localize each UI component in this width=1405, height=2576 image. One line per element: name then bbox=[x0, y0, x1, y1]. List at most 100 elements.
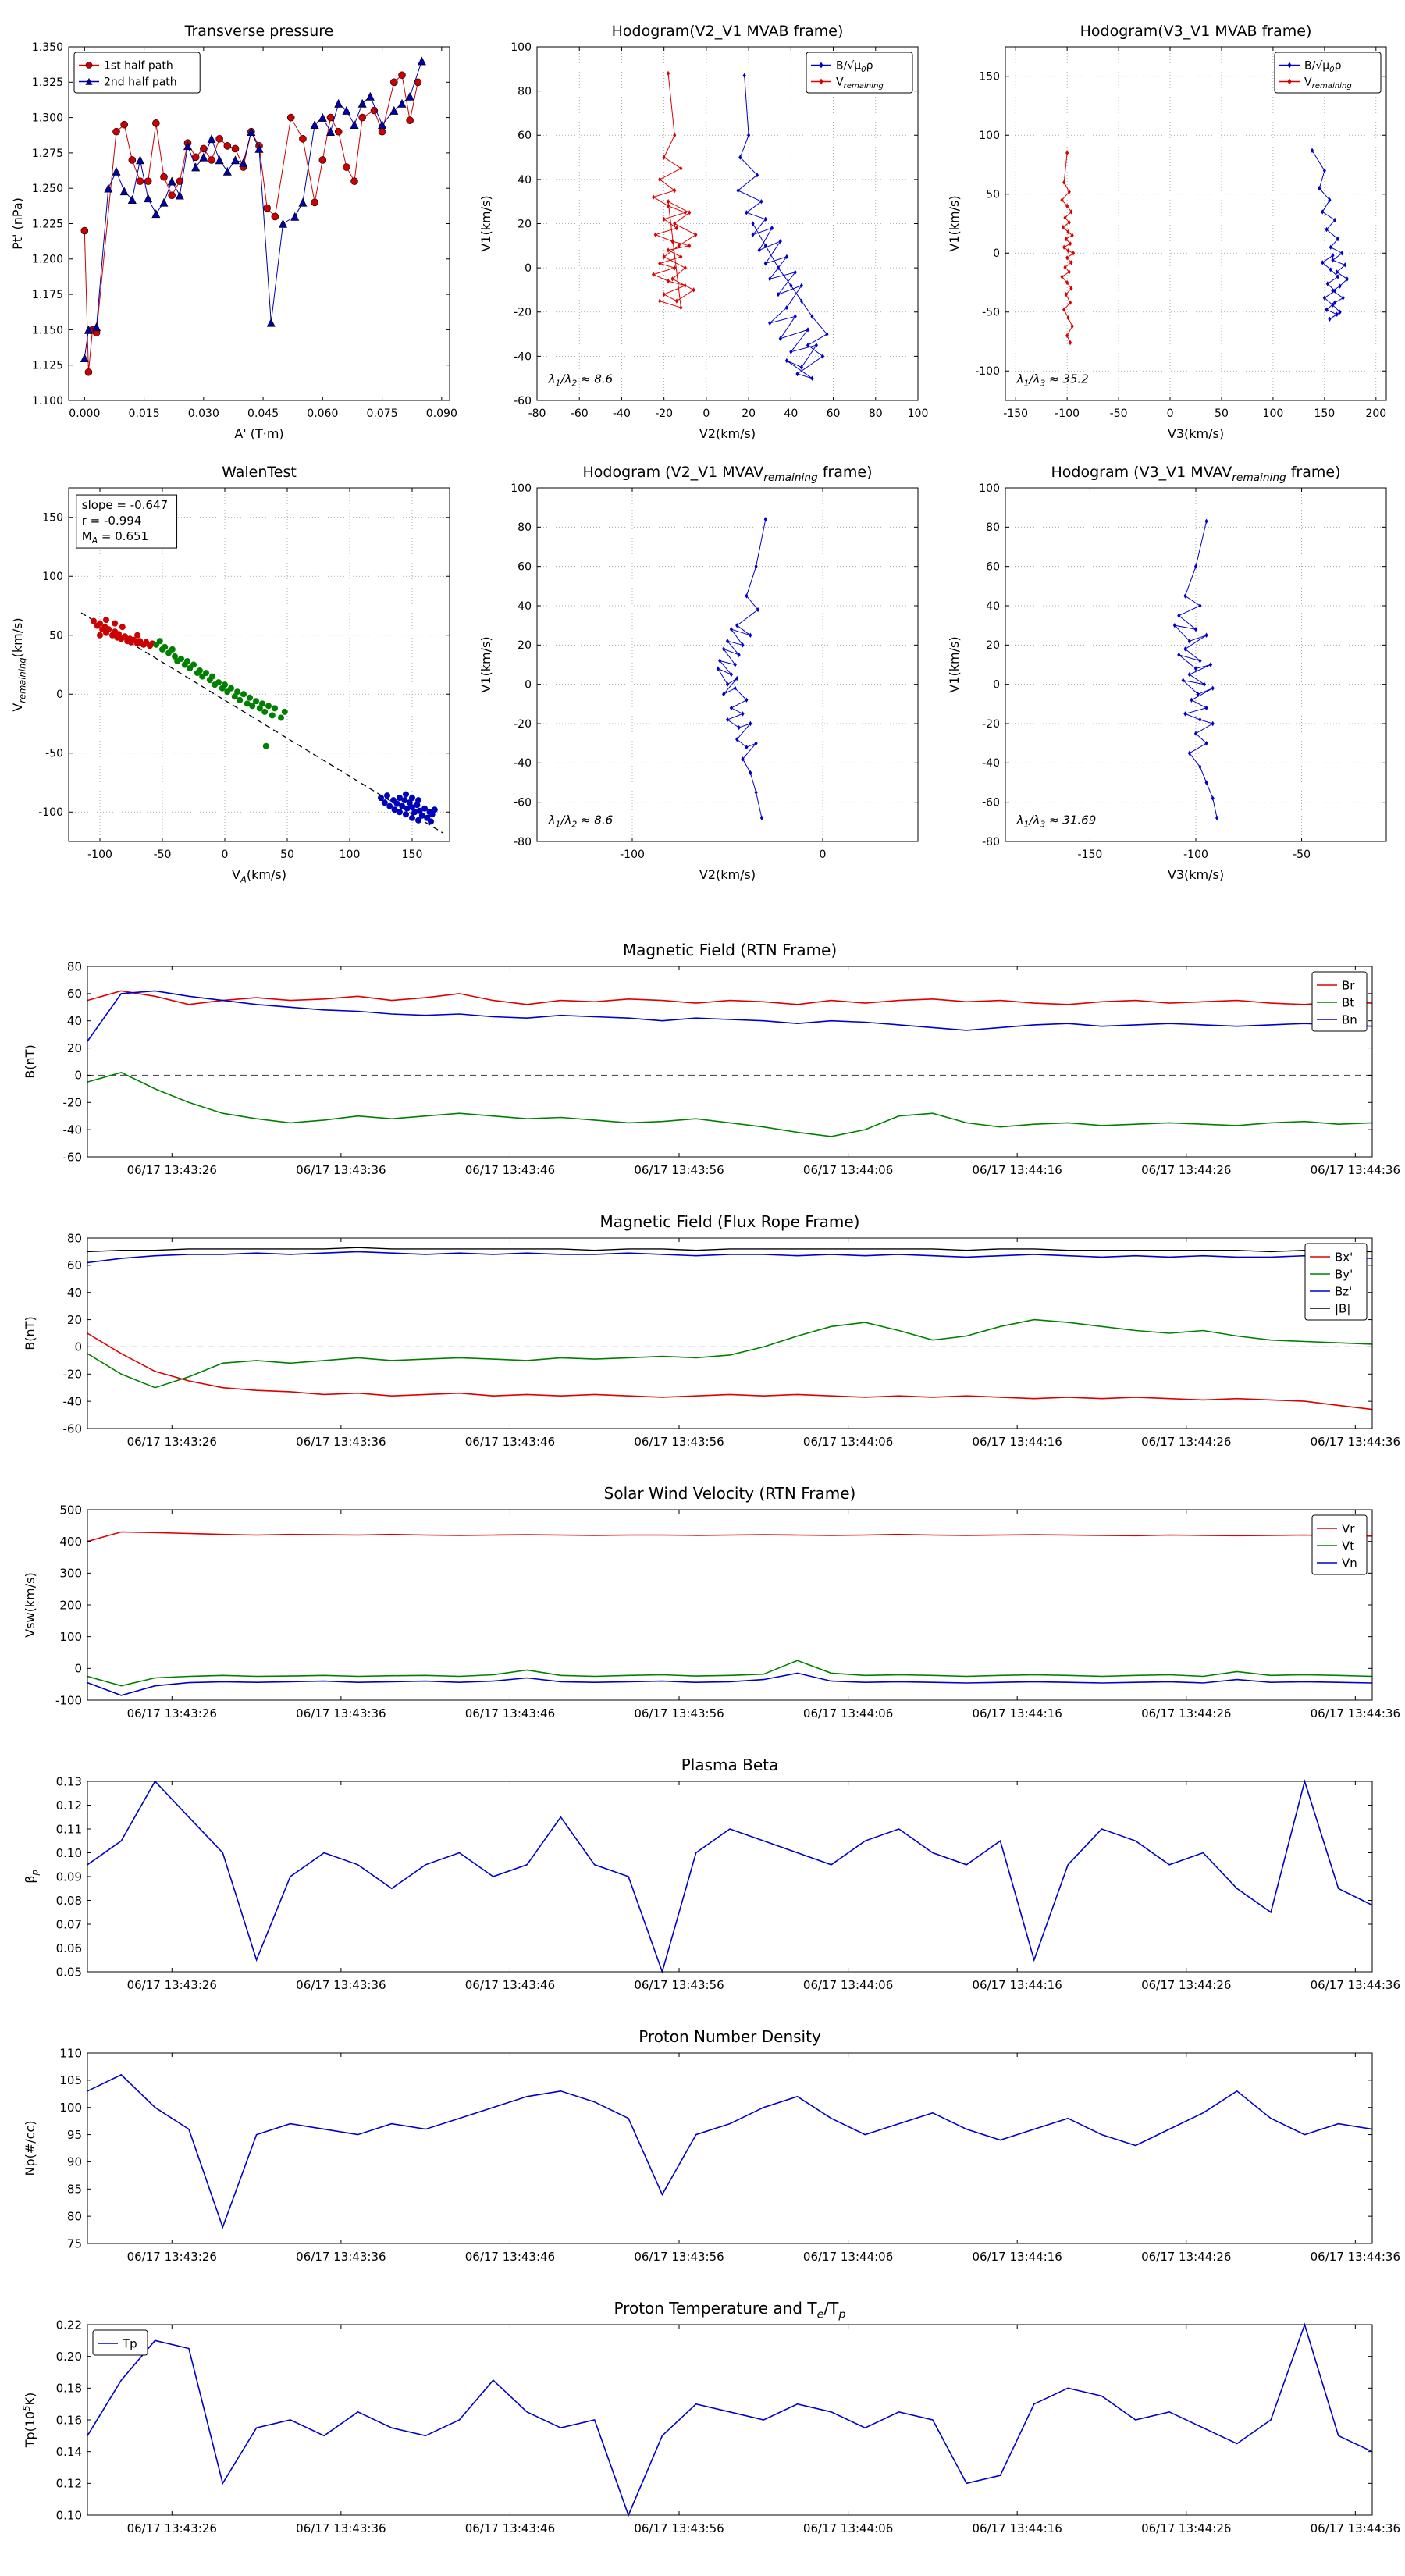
svg-text:06/17 13:43:56: 06/17 13:43:56 bbox=[634, 2521, 724, 2535]
svg-text:100: 100 bbox=[510, 41, 532, 54]
svg-text:Bz': Bz' bbox=[1335, 1284, 1352, 1298]
svg-text:Proton Number Density: Proton Number Density bbox=[638, 2027, 821, 2046]
svg-text:WalenTest: WalenTest bbox=[222, 464, 297, 481]
svg-text:100: 100 bbox=[510, 482, 532, 495]
svg-text:06/17 13:44:06: 06/17 13:44:06 bbox=[803, 1706, 893, 1720]
svg-text:40: 40 bbox=[67, 1286, 82, 1300]
svg-text:By': By' bbox=[1335, 1267, 1353, 1281]
svg-text:Tp(105K): Tp(105K) bbox=[21, 2393, 37, 2449]
svg-text:1.250: 1.250 bbox=[32, 183, 63, 195]
svg-text:λ1/λ3 ≈ 31.69: λ1/λ3 ≈ 31.69 bbox=[1016, 813, 1097, 829]
timeseries-stack: 06/17 13:43:26 06/17 13:43:36 06/17 13:43:… bbox=[0, 932, 1405, 2556]
chart-hodogram-v2v1-mvab: -80 -60 -40 -20 0 20 40 60 80 100 -60 -40 -20 0 20 40 60… bbox=[468, 9, 937, 450]
svg-text:-50: -50 bbox=[982, 307, 1000, 319]
svg-text:100: 100 bbox=[42, 571, 63, 583]
svg-text:06/17 13:43:36: 06/17 13:43:36 bbox=[296, 1978, 386, 1992]
svg-text:150: 150 bbox=[402, 849, 423, 861]
svg-text:20: 20 bbox=[518, 218, 532, 230]
chart-hodogram-v3v1-mvab: -150 -100 -50 0 50 100 150 200 -100 -50 0 50 100 150 H… bbox=[937, 9, 1405, 450]
svg-text:50: 50 bbox=[49, 630, 63, 642]
svg-text:|B|: |B| bbox=[1335, 1301, 1350, 1315]
svg-text:-100: -100 bbox=[38, 806, 63, 819]
svg-text:100: 100 bbox=[908, 407, 929, 420]
chart-hodogram-v2v1-mvav-remaining: -100 0 -80 -60 -40 -20 0 20 40 60 80 100 Hodogram (V… bbox=[468, 450, 937, 891]
svg-text:1.100: 1.100 bbox=[32, 395, 63, 407]
svg-text:06/17 13:43:56: 06/17 13:43:56 bbox=[634, 2250, 724, 2264]
svg-text:300: 300 bbox=[59, 1567, 82, 1581]
svg-text:80: 80 bbox=[869, 407, 883, 420]
svg-text:-60: -60 bbox=[982, 797, 1000, 809]
svg-text:Vt: Vt bbox=[1342, 1539, 1354, 1553]
svg-text:Vremaining(km/s): Vremaining(km/s) bbox=[10, 617, 27, 711]
svg-text:λ1/λ3 ≈ 35.2: λ1/λ3 ≈ 35.2 bbox=[1016, 372, 1089, 388]
svg-text:Vsw(km/s): Vsw(km/s) bbox=[23, 1572, 37, 1637]
chart-walen-test: -100 -50 0 50 100 150 -100 -50 0 50 100 150 WalenTes… bbox=[0, 450, 468, 891]
svg-text:0.045: 0.045 bbox=[247, 407, 279, 420]
svg-text:100: 100 bbox=[979, 130, 1000, 142]
svg-text:-80: -80 bbox=[528, 407, 546, 420]
svg-text:B(nT): B(nT) bbox=[23, 1316, 37, 1350]
svg-text:-40: -40 bbox=[514, 757, 532, 770]
svg-text:06/17 13:44:36: 06/17 13:44:36 bbox=[1311, 1163, 1400, 1177]
svg-text:V1(km/s): V1(km/s) bbox=[947, 636, 962, 692]
chart-magnetic-field-rtn: 06/17 13:43:26 06/17 13:43:36 06/17 13:43:… bbox=[0, 932, 1405, 1197]
svg-text:V2(km/s): V2(km/s) bbox=[699, 426, 756, 441]
svg-text:0.20: 0.20 bbox=[56, 2350, 82, 2364]
svg-text:80: 80 bbox=[67, 1231, 82, 1245]
svg-text:-60: -60 bbox=[63, 1150, 83, 1164]
svg-text:500: 500 bbox=[59, 1503, 82, 1517]
svg-text:-40: -40 bbox=[63, 1123, 83, 1137]
svg-text:0.10: 0.10 bbox=[56, 1846, 82, 1860]
svg-text:100: 100 bbox=[979, 482, 1000, 495]
svg-text:-100: -100 bbox=[87, 849, 112, 861]
svg-text:0.05: 0.05 bbox=[56, 1965, 82, 1979]
svg-text:06/17 13:44:26: 06/17 13:44:26 bbox=[1141, 1706, 1231, 1720]
chart-hodogram-v3v1-mvav-remaining: -150 -100 -50 -80 -60 -40 -20 0 20 40 60 80 100 Hodog… bbox=[937, 450, 1405, 891]
svg-text:06/17 13:43:26: 06/17 13:43:26 bbox=[127, 1706, 217, 1720]
svg-text:1.125: 1.125 bbox=[32, 360, 63, 372]
svg-text:-50: -50 bbox=[1110, 407, 1128, 420]
svg-text:06/17 13:44:26: 06/17 13:44:26 bbox=[1141, 2521, 1231, 2535]
svg-text:1.200: 1.200 bbox=[32, 254, 63, 266]
svg-text:06/17 13:44:36: 06/17 13:44:36 bbox=[1311, 2521, 1400, 2535]
svg-text:80: 80 bbox=[67, 959, 82, 973]
svg-text:06/17 13:44:26: 06/17 13:44:26 bbox=[1141, 1435, 1231, 1449]
svg-text:06/17 13:43:36: 06/17 13:43:36 bbox=[296, 2250, 386, 2264]
svg-text:06/17 13:44:16: 06/17 13:44:16 bbox=[972, 2521, 1062, 2535]
svg-text:1st half path: 1st half path bbox=[104, 59, 173, 72]
svg-text:06/17 13:44:26: 06/17 13:44:26 bbox=[1141, 1163, 1231, 1177]
svg-text:0.000: 0.000 bbox=[69, 407, 100, 420]
svg-text:V1(km/s): V1(km/s) bbox=[478, 195, 493, 251]
svg-text:100: 100 bbox=[59, 2101, 82, 2115]
svg-text:90: 90 bbox=[67, 2155, 82, 2169]
svg-text:0.18: 0.18 bbox=[56, 2382, 82, 2396]
svg-text:06/17 13:43:36: 06/17 13:43:36 bbox=[296, 2521, 386, 2535]
svg-text:06/17 13:43:56: 06/17 13:43:56 bbox=[634, 1978, 724, 1992]
svg-text:06/17 13:43:46: 06/17 13:43:46 bbox=[465, 1163, 555, 1177]
svg-text:1.325: 1.325 bbox=[32, 76, 63, 89]
chart-transverse-pressure: 0.000 0.015 0.030 0.045 0.060 0.075 0.090 1.100… bbox=[0, 9, 468, 450]
svg-text:-60: -60 bbox=[514, 797, 532, 809]
svg-text:-20: -20 bbox=[982, 718, 1000, 731]
svg-text:Vremaining: Vremaining bbox=[836, 76, 884, 91]
svg-text:-20: -20 bbox=[63, 1096, 83, 1110]
chart-proton-number-density: 06/17 13:43:26 06/17 13:43:36 06/17 13:43:… bbox=[0, 2019, 1405, 2284]
svg-text:-60: -60 bbox=[63, 1421, 83, 1436]
svg-text:VA(km/s): VA(km/s) bbox=[232, 867, 286, 884]
svg-text:200: 200 bbox=[1365, 407, 1386, 420]
svg-text:0.10: 0.10 bbox=[56, 2508, 82, 2522]
svg-text:0.08: 0.08 bbox=[56, 1894, 82, 1908]
svg-text:06/17 13:43:56: 06/17 13:43:56 bbox=[634, 1163, 724, 1177]
svg-text:06/17 13:44:06: 06/17 13:44:06 bbox=[803, 1978, 893, 1992]
svg-text:06/17 13:44:36: 06/17 13:44:36 bbox=[1311, 1706, 1400, 1720]
svg-text:λ1/λ2 ≈ 8.6: λ1/λ2 ≈ 8.6 bbox=[548, 813, 614, 829]
svg-text:V1(km/s): V1(km/s) bbox=[478, 636, 493, 692]
svg-text:B/√μ0ρ: B/√μ0ρ bbox=[836, 59, 873, 74]
svg-text:60: 60 bbox=[827, 407, 841, 420]
svg-text:λ1/λ2 ≈ 8.6: λ1/λ2 ≈ 8.6 bbox=[548, 372, 614, 388]
svg-text:50: 50 bbox=[1215, 407, 1229, 420]
svg-text:-60: -60 bbox=[571, 407, 589, 420]
svg-text:B/√μ0ρ: B/√μ0ρ bbox=[1304, 59, 1342, 74]
svg-text:06/17 13:44:06: 06/17 13:44:06 bbox=[803, 1435, 893, 1449]
